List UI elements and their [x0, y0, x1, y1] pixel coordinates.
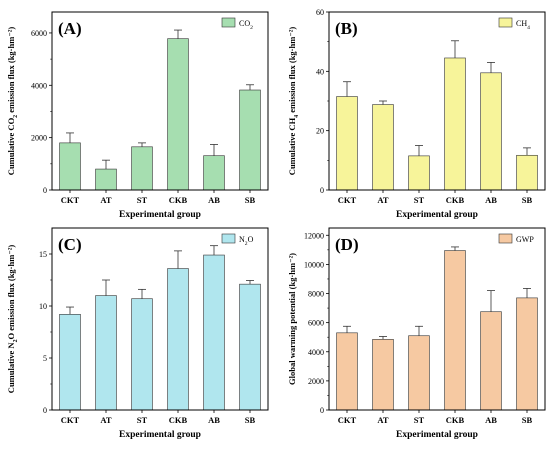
x-tick-label-sb: SB — [245, 415, 256, 425]
x-tick-label-st: ST — [137, 415, 148, 425]
bar-sb — [516, 154, 538, 191]
y-tick-label: 10 — [39, 302, 47, 311]
legend-swatch — [498, 17, 513, 28]
x-tick-label-sb: SB — [522, 415, 533, 425]
legend-swatch — [221, 233, 236, 244]
x-axis-title: Experimental group — [396, 430, 478, 440]
x-tick-label-st: ST — [137, 195, 148, 205]
x-tick-label-at: AT — [377, 195, 389, 205]
y-tick-label: 4000 — [31, 81, 47, 90]
x-tick-label-ckt: CKT — [61, 195, 80, 205]
bar-ckt — [59, 142, 81, 191]
bar-at — [372, 104, 394, 191]
bar-at — [95, 168, 117, 191]
bar-sb — [239, 283, 261, 411]
bar-ckt — [336, 96, 358, 191]
x-tick-label-at: AT — [100, 195, 112, 205]
x-tick-label-sb: SB — [245, 195, 256, 205]
y-tick-label: 8000 — [308, 290, 324, 299]
y-tick-label: 12000 — [304, 231, 324, 240]
legend-label: CO2 — [239, 19, 253, 31]
y-tick-label: 10000 — [304, 260, 324, 269]
y-axis-title: Cumulative CH4 emission flux (kg·hm⁻²) — [287, 27, 300, 176]
y-tick-label: 2000 — [308, 377, 324, 386]
panel-4: 0 2000 4000 6000 8000 10000 12000 CKT AT ST CKB AB S… — [287, 227, 546, 440]
x-tick-label-ckt: CKT — [338, 415, 357, 425]
bar-ckt — [336, 332, 358, 411]
y-axis-title: Cumulative CO2 emission flux (kg·hm⁻²) — [6, 27, 19, 176]
y-tick-label: 6000 — [31, 29, 47, 38]
plot-frame — [328, 11, 546, 191]
x-tick-label-ckb: CKB — [446, 195, 465, 205]
x-tick-label-st: ST — [414, 195, 425, 205]
bar-st — [408, 155, 430, 191]
y-tick-label: 0 — [320, 186, 324, 195]
y-tick-label: 0 — [43, 186, 47, 195]
x-tick-label-ab: AB — [208, 415, 220, 425]
y-tick-label: 15 — [39, 250, 47, 259]
x-tick-label-at: AT — [100, 415, 112, 425]
x-tick-label-ab: AB — [208, 195, 220, 205]
x-tick-label-ckb: CKB — [169, 195, 188, 205]
y-tick-label: 4000 — [308, 348, 324, 357]
y-tick-label: 40 — [316, 67, 324, 76]
panel-label: (D) — [335, 235, 359, 254]
bar-st — [131, 298, 153, 411]
y-tick-label: 0 — [320, 406, 324, 415]
bar-ab — [203, 254, 225, 411]
bar-sb — [239, 89, 261, 191]
x-tick-label-ckb: CKB — [446, 415, 465, 425]
bar-ckt — [59, 314, 81, 411]
plot-frame — [51, 227, 269, 411]
legend-label: N2O — [239, 235, 254, 247]
legend-label: GWP — [516, 235, 534, 244]
bar-at — [372, 339, 394, 411]
panel-label: (B) — [335, 19, 358, 38]
x-tick-label-at: AT — [377, 415, 389, 425]
y-tick-label: 0 — [43, 406, 47, 415]
x-tick-label-st: ST — [414, 415, 425, 425]
x-tick-label-ckb: CKB — [169, 415, 188, 425]
y-axis-title: Cumulative N2O emission flux (kg·hm⁻²) — [6, 245, 19, 394]
y-tick-label: 6000 — [308, 319, 324, 328]
bar-st — [408, 335, 430, 411]
x-axis-title: Experimental group — [119, 210, 201, 220]
x-tick-label-ab: AB — [485, 415, 497, 425]
y-tick-label: 20 — [316, 127, 324, 136]
plot-frame — [51, 11, 269, 191]
legend-swatch — [221, 17, 236, 28]
panel-label: (C) — [58, 235, 82, 254]
y-tick-label: 5 — [43, 354, 47, 363]
bar-sb — [516, 297, 538, 411]
x-tick-label-sb: SB — [522, 195, 533, 205]
legend-swatch — [498, 233, 513, 244]
x-tick-label-ckt: CKT — [338, 195, 357, 205]
bar-st — [131, 146, 153, 191]
bar-ab — [480, 311, 502, 411]
bar-ckb — [444, 57, 466, 191]
bar-ckb — [444, 250, 466, 411]
legend-label: CH4 — [516, 19, 530, 31]
plot-frame — [328, 227, 546, 411]
bar-ckb — [167, 268, 189, 411]
bar-ab — [480, 72, 502, 191]
bar-ckb — [167, 38, 189, 191]
panel-label: (A) — [58, 19, 82, 38]
x-axis-title: Experimental group — [119, 430, 201, 440]
y-tick-label: 2000 — [31, 134, 47, 143]
x-tick-label-ckt: CKT — [61, 415, 80, 425]
x-tick-label-ab: AB — [485, 195, 497, 205]
panel-3: 0 5 10 15 CKT AT ST CKB AB SB Experimental group Cu… — [6, 227, 269, 440]
y-tick-label: 60 — [316, 8, 324, 17]
bar-at — [95, 295, 117, 411]
y-axis-title: Global warming potential (kg·hm⁻²) — [287, 253, 297, 385]
panel-1: 0 2000 4000 6000 CKT AT ST CKB AB SB Experimental … — [6, 11, 269, 220]
panel-2: 0 20 40 60 CKT AT ST CKB AB SB Experimental group C… — [287, 8, 546, 220]
x-axis-title: Experimental group — [396, 210, 478, 220]
bar-ab — [203, 155, 225, 191]
